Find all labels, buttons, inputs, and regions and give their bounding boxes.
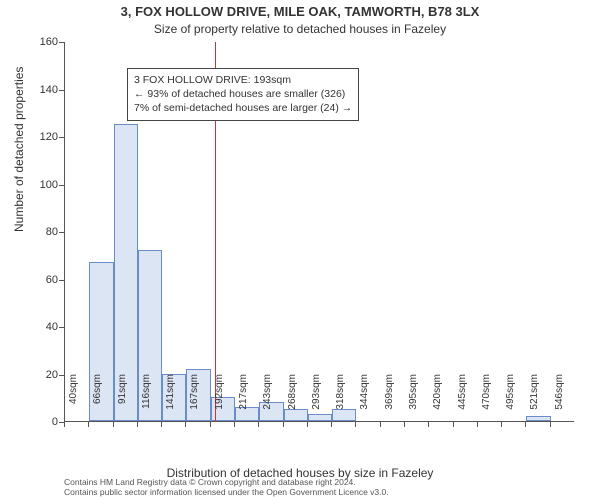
- x-tick-mark: [88, 422, 89, 427]
- x-tick-mark: [525, 422, 526, 427]
- y-tick-label: 160: [18, 36, 58, 48]
- y-tick-mark: [59, 42, 64, 43]
- x-tick-mark: [355, 422, 356, 427]
- y-tick-label: 0: [18, 416, 58, 428]
- x-tick-mark: [137, 422, 138, 427]
- chart-container: 3, FOX HOLLOW DRIVE, MILE OAK, TAMWORTH,…: [0, 0, 600, 500]
- x-tick-mark: [501, 422, 502, 427]
- x-tick-mark: [161, 422, 162, 427]
- y-tick-mark: [59, 280, 64, 281]
- x-tick-mark: [307, 422, 308, 427]
- y-tick-mark: [59, 137, 64, 138]
- x-tick-mark: [64, 422, 65, 427]
- attribution: Contains HM Land Registry data © Crown c…: [64, 477, 389, 498]
- page-title: 3, FOX HOLLOW DRIVE, MILE OAK, TAMWORTH,…: [0, 4, 600, 19]
- y-tick-mark: [59, 185, 64, 186]
- attribution-line-2: Contains public sector information licen…: [64, 487, 389, 498]
- x-tick-mark: [113, 422, 114, 427]
- x-tick-mark: [258, 422, 259, 427]
- x-tick-mark: [380, 422, 381, 427]
- y-tick-mark: [59, 327, 64, 328]
- y-tick-label: 80: [18, 226, 58, 238]
- annotation-line-3: 7% of semi-detached houses are larger (2…: [134, 101, 352, 115]
- y-tick-label: 100: [18, 179, 58, 191]
- histogram-bar: [308, 414, 332, 421]
- y-tick-label: 60: [18, 274, 58, 286]
- y-tick-mark: [59, 232, 64, 233]
- x-tick-mark: [453, 422, 454, 427]
- y-tick-mark: [59, 90, 64, 91]
- y-tick-label: 40: [18, 321, 58, 333]
- page-subtitle: Size of property relative to detached ho…: [0, 22, 600, 36]
- chart-area: 3 FOX HOLLOW DRIVE: 193sqm ← 93% of deta…: [64, 42, 574, 422]
- x-tick-mark: [283, 422, 284, 427]
- y-tick-label: 120: [18, 131, 58, 143]
- x-tick-mark: [428, 422, 429, 427]
- annotation-line-2: ← 93% of detached houses are smaller (32…: [134, 87, 352, 101]
- y-tick-mark: [59, 375, 64, 376]
- y-tick-label: 140: [18, 84, 58, 96]
- annotation-box: 3 FOX HOLLOW DRIVE: 193sqm ← 93% of deta…: [127, 68, 359, 121]
- annotation-line-1: 3 FOX HOLLOW DRIVE: 193sqm: [134, 73, 352, 87]
- x-tick-mark: [550, 422, 551, 427]
- y-tick-label: 20: [18, 369, 58, 381]
- histogram-bar: [526, 416, 550, 421]
- x-tick-mark: [404, 422, 405, 427]
- x-tick-mark: [210, 422, 211, 427]
- attribution-line-1: Contains HM Land Registry data © Crown c…: [64, 477, 389, 488]
- histogram-bar: [332, 409, 356, 421]
- x-tick-mark: [234, 422, 235, 427]
- histogram-bar: [284, 409, 308, 421]
- x-tick-mark: [185, 422, 186, 427]
- x-tick-mark: [477, 422, 478, 427]
- plot-region: 3 FOX HOLLOW DRIVE: 193sqm ← 93% of deta…: [64, 42, 574, 422]
- x-tick-mark: [331, 422, 332, 427]
